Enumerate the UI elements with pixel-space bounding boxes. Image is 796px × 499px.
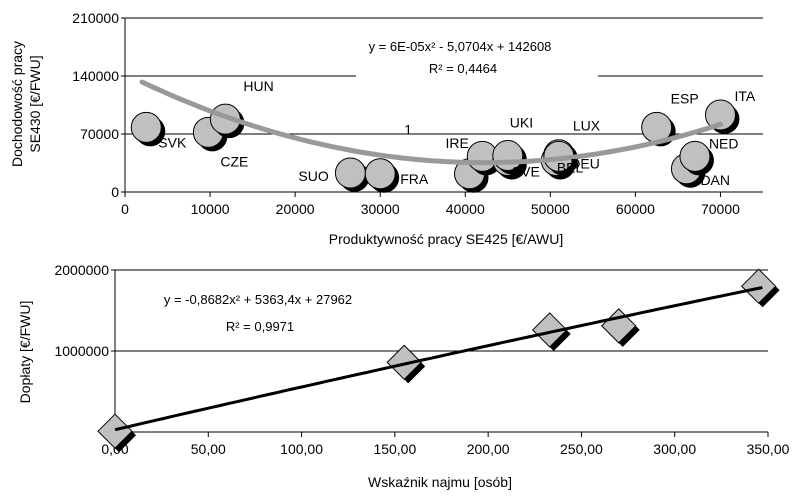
c2-x-tick-label: 100,00 xyxy=(280,441,323,457)
c2-y-tick-label: 2000000 xyxy=(54,262,109,278)
chart-top-ticks: 0 70000 140000 210000 0 10000 20000 30000 40000 5… xyxy=(72,10,740,217)
point-label-1: 1 xyxy=(404,121,412,137)
chart-top-equation: y = 6E-05x² - 5,0704x + 142608 xyxy=(369,39,552,54)
chart-top-r2: R² = 0,4464 xyxy=(429,61,497,76)
point-label-ire: IRE xyxy=(446,135,469,151)
chart-bottom-r2: R² = 0,9971 xyxy=(226,319,294,334)
c1-x-tick-label: 50000 xyxy=(531,201,570,217)
c1-x-tick-label: 20000 xyxy=(276,201,315,217)
point-label-fra: FRA xyxy=(400,171,429,187)
point-label-uki: UKI xyxy=(510,115,533,131)
c2-x-tick-label: 150,00 xyxy=(373,441,416,457)
chart-top-trendline xyxy=(139,79,723,166)
c1-point-fra xyxy=(364,158,396,190)
c1-x-tick-label: 10000 xyxy=(191,201,230,217)
c1-x-tick-label: 30000 xyxy=(361,201,400,217)
point-label-ita: ITA xyxy=(734,88,755,104)
chart-bottom-equation: y = -0,8682x² + 5363,4x + 27962 xyxy=(164,292,352,307)
c1-y-tick-label: 70000 xyxy=(80,126,119,142)
c1-y-tick-label: 210000 xyxy=(72,10,119,26)
c2-x-tick-label: 50,00 xyxy=(191,441,226,457)
chart-top-point-labels: SVK CZE HUN SUO FRA IRE 1 SVE UKI DEU LUX BEL ESP DAN… xyxy=(158,78,756,188)
point-label-suo: SUO xyxy=(298,168,328,184)
chart-bottom-x-axis-title: Wskaźnik najmu [osób] xyxy=(368,474,512,490)
point-label-cze: CZE xyxy=(220,153,248,169)
c1-x-tick-label: 70000 xyxy=(701,201,740,217)
c2-point xyxy=(97,413,133,449)
point-label-ned: NED xyxy=(709,135,739,151)
c1-point-ita xyxy=(704,99,736,131)
c2-y-tick-label: 1000000 xyxy=(54,343,109,359)
point-label-sve: SVE xyxy=(512,164,540,180)
c1-x-tick-label: 0 xyxy=(121,201,129,217)
point-label-bel: BEL xyxy=(557,159,584,175)
c1-point-ned xyxy=(679,140,711,172)
c1-y-tick-label: 140000 xyxy=(72,68,119,84)
chart-bottom-trendline xyxy=(114,286,763,432)
c2-point xyxy=(386,344,422,381)
c2-point xyxy=(740,268,777,304)
point-label-hun: HUN xyxy=(243,78,273,94)
c1-point-suo xyxy=(334,157,366,189)
point-label-lux: LUX xyxy=(573,118,601,134)
point-label-esp: ESP xyxy=(671,90,699,106)
point-label-deu: DEU xyxy=(570,156,600,172)
point-label-svk: SVK xyxy=(158,134,187,150)
chart-top: 0 70000 140000 210000 0 10000 20000 30000 40000 5… xyxy=(9,10,763,247)
point-label-dan: DAN xyxy=(700,172,730,188)
c2-x-tick-label: 300,00 xyxy=(653,441,696,457)
c1-x-tick-label: 60000 xyxy=(616,201,655,217)
c2-x-tick-label: 350,00 xyxy=(747,441,790,457)
chart-top-y-axis-title-line2: SE430 [€/FWU] xyxy=(27,55,43,152)
c2-x-tick-label: 200,00 xyxy=(467,441,510,457)
c1-x-tick-label: 40000 xyxy=(446,201,485,217)
c1-y-tick-label: 0 xyxy=(111,184,119,200)
chart-bottom: 0100000020000000,0050,00100,00150,00200,… xyxy=(17,262,790,490)
chart-top-y-axis-title-line1: Dochodowość pracy xyxy=(9,41,25,167)
chart-bottom-gridlines xyxy=(115,269,768,352)
chart-top-x-axis-title: Produktywność pracy SE425 [€/AWU] xyxy=(329,231,563,247)
chart-bottom-points xyxy=(97,268,780,453)
c2-point xyxy=(532,312,568,348)
chart-bottom-y-axis-title: Dopłaty [€/FWU] xyxy=(17,301,33,404)
chart-top-equation-box xyxy=(356,30,598,80)
c1-point-svk xyxy=(130,111,162,143)
c2-x-tick-label: 250,00 xyxy=(560,441,603,457)
